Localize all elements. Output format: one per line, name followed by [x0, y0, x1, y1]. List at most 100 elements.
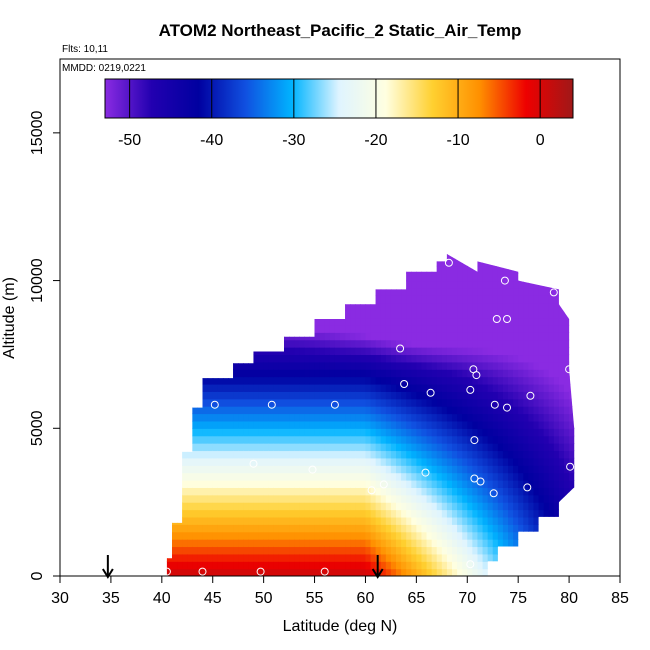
heatmap-cell — [406, 287, 412, 296]
heatmap-cell — [446, 383, 453, 392]
heatmap-cell — [314, 443, 321, 452]
heatmap-cell — [233, 383, 239, 392]
heatmap-cell — [268, 509, 275, 518]
heatmap-cell — [248, 332, 255, 341]
heatmap-cell — [497, 524, 504, 533]
heatmap-cell — [248, 324, 255, 333]
heatmap-cell — [355, 332, 361, 341]
heatmap-cell — [253, 443, 260, 452]
heatmap-cell — [411, 310, 417, 319]
heatmap-cell — [431, 406, 438, 415]
heatmap-cell — [278, 568, 285, 577]
heatmap-cell — [548, 561, 555, 570]
heatmap-cell — [436, 531, 443, 540]
heatmap-cell — [263, 376, 270, 385]
heatmap-cell — [446, 317, 453, 326]
heatmap-cell — [182, 253, 188, 260]
heatmap-cell — [569, 465, 575, 474]
heatmap-cell — [411, 568, 417, 577]
heatmap-cell — [518, 457, 524, 466]
heatmap-cell — [523, 487, 529, 496]
heatmap-cell — [350, 443, 356, 452]
heatmap-cell — [319, 516, 326, 525]
heatmap-cell — [263, 457, 270, 466]
heatmap-cell — [502, 413, 509, 422]
heatmap-cell — [340, 383, 346, 392]
heatmap-cell — [355, 413, 361, 422]
heatmap-cell — [421, 494, 428, 503]
heatmap-cell — [390, 450, 397, 459]
heatmap-cell — [222, 317, 229, 326]
heatmap-cell — [543, 568, 550, 577]
heatmap-cell — [294, 435, 300, 444]
heatmap-cell — [538, 568, 545, 577]
heatmap-cell — [289, 539, 295, 548]
heatmap-cell — [334, 258, 341, 267]
heatmap-cell — [177, 339, 183, 348]
heatmap-cell — [385, 509, 392, 518]
heatmap-cell — [360, 324, 367, 333]
heatmap-cell — [396, 561, 402, 570]
heatmap-cell — [564, 354, 570, 363]
heatmap-cell — [222, 253, 229, 260]
heatmap-cell — [324, 391, 331, 400]
heatmap-cell — [355, 531, 361, 540]
heatmap-cell — [538, 258, 545, 267]
heatmap-cell — [217, 465, 224, 474]
heatmap-cell — [182, 443, 188, 452]
heatmap-cell — [228, 516, 234, 525]
heatmap-cell — [553, 369, 560, 378]
heatmap-cell — [329, 531, 336, 540]
heatmap-cell — [436, 406, 443, 415]
heatmap-cell — [258, 479, 265, 488]
heatmap-cell — [411, 435, 417, 444]
heatmap-cell — [436, 465, 443, 474]
heatmap-cell — [558, 561, 565, 570]
heatmap-cell — [477, 302, 484, 311]
heatmap-cell — [508, 332, 514, 341]
heatmap-cell — [172, 428, 178, 437]
heatmap-cell — [177, 546, 183, 555]
heatmap-cell — [284, 273, 290, 282]
heatmap-cell — [390, 487, 397, 496]
heatmap-cell — [426, 287, 433, 296]
heatmap-cell — [228, 273, 234, 282]
heatmap-cell — [228, 435, 234, 444]
heatmap-cell — [233, 361, 239, 370]
heatmap-cell — [212, 494, 219, 503]
heatmap-cell — [492, 502, 499, 511]
heatmap-cell — [299, 435, 305, 444]
heatmap-cell — [187, 509, 193, 518]
heatmap-cell — [482, 332, 489, 341]
heatmap-cell — [197, 295, 204, 304]
heatmap-cell — [390, 253, 397, 260]
heatmap-cell — [375, 332, 382, 341]
heatmap-cell — [513, 450, 519, 459]
heatmap-cell — [574, 354, 575, 363]
heatmap-cell — [482, 561, 489, 570]
heatmap-cell — [538, 354, 545, 363]
heatmap-cell — [340, 273, 346, 282]
heatmap-cell — [441, 310, 448, 319]
heatmap-cell — [406, 376, 412, 385]
heatmap-cell — [502, 531, 509, 540]
heatmap-cell — [309, 568, 316, 577]
heatmap-cell — [355, 339, 361, 348]
heatmap-cell — [431, 420, 438, 429]
heatmap-cell — [187, 546, 193, 555]
heatmap-cell — [284, 502, 290, 511]
dates-label: MMDD: 0219,0221 — [62, 63, 146, 74]
heatmap-cell — [467, 568, 473, 577]
heatmap-cell — [528, 428, 535, 437]
heatmap-cell — [518, 450, 524, 459]
heatmap-cell — [558, 339, 565, 348]
heatmap-cell — [233, 443, 239, 452]
heatmap-cell — [518, 324, 524, 333]
heatmap-cell — [523, 361, 529, 370]
heatmap-cell — [558, 443, 565, 452]
heatmap-cell — [406, 398, 412, 407]
heatmap-cell — [548, 295, 555, 304]
heatmap-cell — [426, 420, 433, 429]
heatmap-cell — [380, 524, 387, 533]
heatmap-cell — [487, 253, 494, 260]
